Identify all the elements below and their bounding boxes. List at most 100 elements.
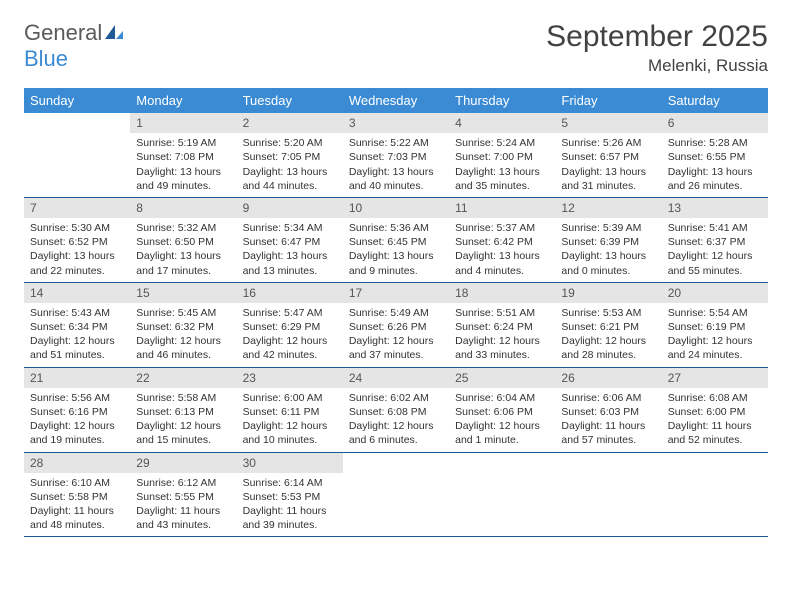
day-body: Sunrise: 5:41 AMSunset: 6:37 PMDaylight:… — [662, 218, 768, 282]
logo-text-block: General Blue — [24, 20, 124, 72]
day-number: 12 — [555, 198, 661, 218]
daylight-text: Daylight: 12 hours and 10 minutes. — [243, 419, 337, 447]
day-number: 26 — [555, 368, 661, 388]
day-number: 14 — [24, 283, 130, 303]
day-cell: 23Sunrise: 6:00 AMSunset: 6:11 PMDayligh… — [237, 368, 343, 452]
day-cell: 10Sunrise: 5:36 AMSunset: 6:45 PMDayligh… — [343, 198, 449, 282]
day-body: Sunrise: 5:22 AMSunset: 7:03 PMDaylight:… — [343, 133, 449, 197]
day-body: Sunrise: 6:06 AMSunset: 6:03 PMDaylight:… — [555, 388, 661, 452]
day-cell — [343, 453, 449, 537]
calendar-week: 21Sunrise: 5:56 AMSunset: 6:16 PMDayligh… — [24, 368, 768, 453]
day-body: Sunrise: 6:00 AMSunset: 6:11 PMDaylight:… — [237, 388, 343, 452]
day-body: Sunrise: 5:20 AMSunset: 7:05 PMDaylight:… — [237, 133, 343, 197]
sunset-text: Sunset: 6:32 PM — [136, 320, 230, 334]
sunset-text: Sunset: 6:55 PM — [668, 150, 762, 164]
day-cell: 27Sunrise: 6:08 AMSunset: 6:00 PMDayligh… — [662, 368, 768, 452]
sunrise-text: Sunrise: 5:58 AM — [136, 391, 230, 405]
day-cell: 26Sunrise: 6:06 AMSunset: 6:03 PMDayligh… — [555, 368, 661, 452]
day-cell: 19Sunrise: 5:53 AMSunset: 6:21 PMDayligh… — [555, 283, 661, 367]
sunset-text: Sunset: 6:08 PM — [349, 405, 443, 419]
sunrise-text: Sunrise: 5:24 AM — [455, 136, 549, 150]
day-body: Sunrise: 5:58 AMSunset: 6:13 PMDaylight:… — [130, 388, 236, 452]
day-body: Sunrise: 5:37 AMSunset: 6:42 PMDaylight:… — [449, 218, 555, 282]
title-block: September 2025 Melenki, Russia — [546, 20, 768, 76]
day-body: Sunrise: 6:04 AMSunset: 6:06 PMDaylight:… — [449, 388, 555, 452]
sunset-text: Sunset: 6:16 PM — [30, 405, 124, 419]
day-number: 11 — [449, 198, 555, 218]
daylight-text: Daylight: 13 hours and 35 minutes. — [455, 165, 549, 193]
daylight-text: Daylight: 12 hours and 42 minutes. — [243, 334, 337, 362]
sunrise-text: Sunrise: 5:34 AM — [243, 221, 337, 235]
day-body: Sunrise: 5:19 AMSunset: 7:08 PMDaylight:… — [130, 133, 236, 197]
daylight-text: Daylight: 12 hours and 51 minutes. — [30, 334, 124, 362]
sunrise-text: Sunrise: 5:19 AM — [136, 136, 230, 150]
day-number: 27 — [662, 368, 768, 388]
day-body: Sunrise: 5:56 AMSunset: 6:16 PMDaylight:… — [24, 388, 130, 452]
day-number: 3 — [343, 113, 449, 133]
sunrise-text: Sunrise: 6:00 AM — [243, 391, 337, 405]
sunrise-text: Sunrise: 5:26 AM — [561, 136, 655, 150]
sunrise-text: Sunrise: 5:56 AM — [30, 391, 124, 405]
day-cell — [555, 453, 661, 537]
daylight-text: Daylight: 12 hours and 46 minutes. — [136, 334, 230, 362]
sunrise-text: Sunrise: 6:04 AM — [455, 391, 549, 405]
weekday-tue: Tuesday — [237, 88, 343, 113]
sunset-text: Sunset: 6:39 PM — [561, 235, 655, 249]
sunrise-text: Sunrise: 6:02 AM — [349, 391, 443, 405]
sunrise-text: Sunrise: 5:53 AM — [561, 306, 655, 320]
weekday-wed: Wednesday — [343, 88, 449, 113]
sunset-text: Sunset: 6:45 PM — [349, 235, 443, 249]
sunrise-text: Sunrise: 5:22 AM — [349, 136, 443, 150]
sunrise-text: Sunrise: 6:10 AM — [30, 476, 124, 490]
day-number: 19 — [555, 283, 661, 303]
day-cell: 22Sunrise: 5:58 AMSunset: 6:13 PMDayligh… — [130, 368, 236, 452]
sunrise-text: Sunrise: 5:43 AM — [30, 306, 124, 320]
sunset-text: Sunset: 6:26 PM — [349, 320, 443, 334]
sunrise-text: Sunrise: 5:39 AM — [561, 221, 655, 235]
sunrise-text: Sunrise: 5:45 AM — [136, 306, 230, 320]
day-body: Sunrise: 5:43 AMSunset: 6:34 PMDaylight:… — [24, 303, 130, 367]
day-body: Sunrise: 5:30 AMSunset: 6:52 PMDaylight:… — [24, 218, 130, 282]
day-number: 13 — [662, 198, 768, 218]
sunset-text: Sunset: 7:08 PM — [136, 150, 230, 164]
day-cell: 11Sunrise: 5:37 AMSunset: 6:42 PMDayligh… — [449, 198, 555, 282]
location: Melenki, Russia — [546, 56, 768, 76]
sunset-text: Sunset: 6:19 PM — [668, 320, 762, 334]
daylight-text: Daylight: 11 hours and 57 minutes. — [561, 419, 655, 447]
daylight-text: Daylight: 11 hours and 48 minutes. — [30, 504, 124, 532]
weekday-sun: Sunday — [24, 88, 130, 113]
day-body: Sunrise: 5:45 AMSunset: 6:32 PMDaylight:… — [130, 303, 236, 367]
logo: General Blue — [24, 20, 124, 72]
day-cell: 4Sunrise: 5:24 AMSunset: 7:00 PMDaylight… — [449, 113, 555, 197]
day-cell: 24Sunrise: 6:02 AMSunset: 6:08 PMDayligh… — [343, 368, 449, 452]
sunrise-text: Sunrise: 5:28 AM — [668, 136, 762, 150]
sunrise-text: Sunrise: 5:49 AM — [349, 306, 443, 320]
sunset-text: Sunset: 6:50 PM — [136, 235, 230, 249]
day-number: 22 — [130, 368, 236, 388]
day-body: Sunrise: 6:02 AMSunset: 6:08 PMDaylight:… — [343, 388, 449, 452]
sunset-text: Sunset: 7:00 PM — [455, 150, 549, 164]
logo-part2: Blue — [24, 46, 68, 71]
day-number: 23 — [237, 368, 343, 388]
day-body: Sunrise: 6:10 AMSunset: 5:58 PMDaylight:… — [24, 473, 130, 537]
day-cell: 25Sunrise: 6:04 AMSunset: 6:06 PMDayligh… — [449, 368, 555, 452]
day-body: Sunrise: 5:36 AMSunset: 6:45 PMDaylight:… — [343, 218, 449, 282]
calendar-page: General Blue September 2025 Melenki, Rus… — [0, 0, 792, 557]
daylight-text: Daylight: 11 hours and 39 minutes. — [243, 504, 337, 532]
day-number: 18 — [449, 283, 555, 303]
daylight-text: Daylight: 13 hours and 40 minutes. — [349, 165, 443, 193]
daylight-text: Daylight: 12 hours and 19 minutes. — [30, 419, 124, 447]
sunrise-text: Sunrise: 5:20 AM — [243, 136, 337, 150]
sunrise-text: Sunrise: 5:51 AM — [455, 306, 549, 320]
day-number: 17 — [343, 283, 449, 303]
sunset-text: Sunset: 5:53 PM — [243, 490, 337, 504]
day-cell: 15Sunrise: 5:45 AMSunset: 6:32 PMDayligh… — [130, 283, 236, 367]
day-cell: 13Sunrise: 5:41 AMSunset: 6:37 PMDayligh… — [662, 198, 768, 282]
page-header: General Blue September 2025 Melenki, Rus… — [24, 20, 768, 76]
sunrise-text: Sunrise: 5:30 AM — [30, 221, 124, 235]
day-body: Sunrise: 6:08 AMSunset: 6:00 PMDaylight:… — [662, 388, 768, 452]
daylight-text: Daylight: 13 hours and 31 minutes. — [561, 165, 655, 193]
sunrise-text: Sunrise: 6:06 AM — [561, 391, 655, 405]
day-body: Sunrise: 5:47 AMSunset: 6:29 PMDaylight:… — [237, 303, 343, 367]
calendar-week: 7Sunrise: 5:30 AMSunset: 6:52 PMDaylight… — [24, 198, 768, 283]
